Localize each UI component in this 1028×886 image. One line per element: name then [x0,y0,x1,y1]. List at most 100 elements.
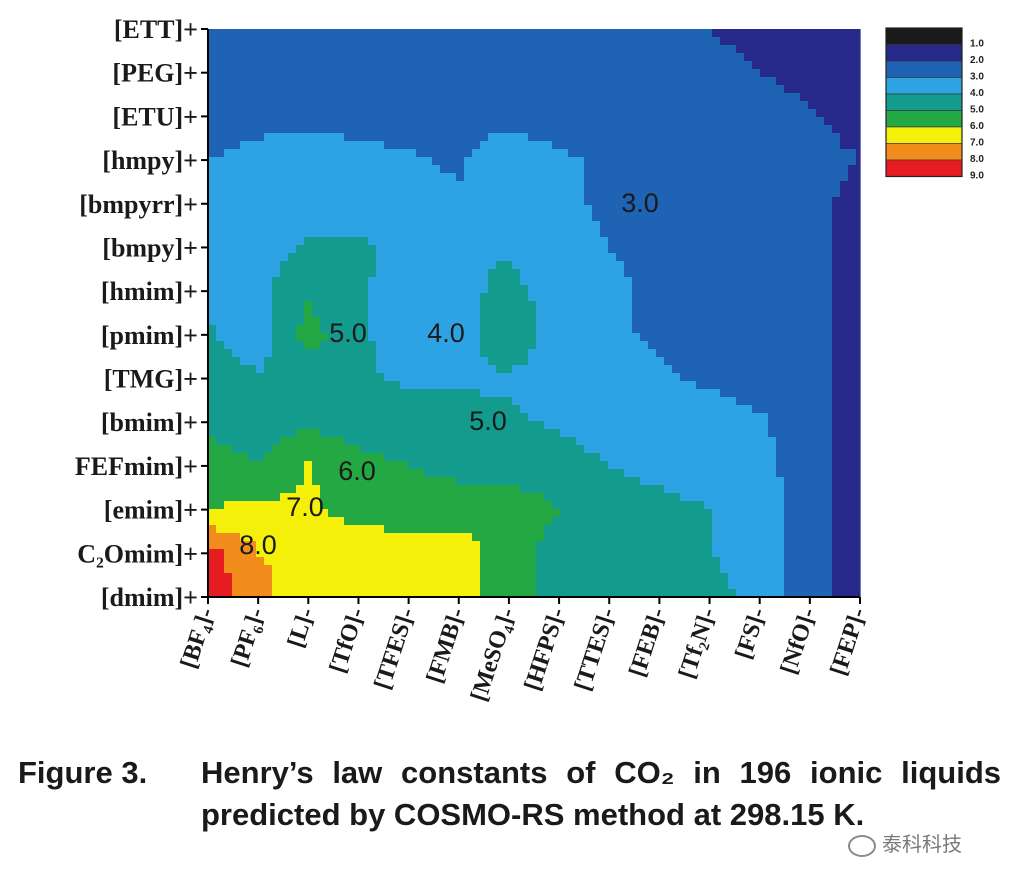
contour-cell [576,445,585,454]
contour-cell [512,245,521,254]
contour-cell [328,509,337,518]
contour-cell [536,493,545,502]
contour-cell [320,45,329,54]
contour-cell [704,381,713,390]
contour-cell [432,29,441,38]
contour-cell [384,45,393,54]
contour-cell [824,445,833,454]
contour-cell [784,245,793,254]
contour-cell [720,325,729,334]
contour-cell [224,317,233,326]
contour-cell [840,165,849,174]
contour-cell [448,53,457,62]
contour-cell [768,157,777,166]
contour-cell [296,349,305,358]
contour-cell [848,333,857,342]
contour-cell [592,45,601,54]
contour-cell [696,61,705,70]
contour-cell [824,37,833,46]
contour-cell [728,405,737,414]
contour-cell [520,349,529,358]
contour-cell [288,357,297,366]
contour-cell [232,333,241,342]
contour-cell [600,141,609,150]
contour-cell [400,453,409,462]
contour-cell [736,437,745,446]
contour-cell [336,141,345,150]
contour-cell [584,37,593,46]
contour-cell [240,205,249,214]
contour-cell [352,381,361,390]
contour-cell [472,69,481,78]
contour-cell [696,253,705,262]
contour-cell [424,93,433,102]
contour-cell [704,485,713,494]
contour-cell [328,445,337,454]
contour-cell [272,285,281,294]
contour-cell [576,101,585,110]
contour-cell [560,189,569,198]
contour-cell [440,149,449,158]
contour-cell [408,85,417,94]
contour-cell [216,53,225,62]
contour-cell [536,429,545,438]
contour-cell [328,77,337,86]
contour-cell [416,237,425,246]
contour-cell [720,141,729,150]
contour-cell [304,493,313,502]
contour-cell [592,317,601,326]
contour-cell [848,133,857,142]
contour-cell [528,421,537,430]
contour-cell [504,69,513,78]
contour-cell [288,181,297,190]
contour-cell [304,405,313,414]
contour-cell [224,509,233,518]
contour-cell [208,93,217,102]
contour-cell [768,253,777,262]
contour-cell [504,437,513,446]
contour-cell [768,461,777,470]
contour-cell [240,117,249,126]
contour-cell [400,397,409,406]
contour-cell [408,501,417,510]
contour-cell [728,429,737,438]
contour-cell [808,437,817,446]
contour-cell [432,357,441,366]
contour-cell [808,461,817,470]
contour-cell [856,117,861,126]
contour-cell [416,413,425,422]
contour-cell [296,229,305,238]
contour-cell [408,157,417,166]
contour-cell [248,389,257,398]
contour-cell [448,413,457,422]
contour-cell [584,501,593,510]
contour-cell [272,213,281,222]
contour-cell [480,445,489,454]
contour-cell [488,261,497,270]
contour-cell [320,133,329,142]
contour-cell [560,349,569,358]
contour-cell [616,205,625,214]
contour-cell [720,357,729,366]
contour-cell [520,397,529,406]
contour-cell [720,317,729,326]
contour-cell [688,205,697,214]
contour-cell [528,389,537,398]
contour-cell [336,237,345,246]
contour-cell [304,237,313,246]
contour-cell [728,469,737,478]
contour-cell [624,109,633,118]
contour-cell [624,189,633,198]
contour-cell [504,61,513,70]
contour-cell [840,133,849,142]
contour-cell [744,85,753,94]
contour-cell [312,397,321,406]
contour-cell [552,77,561,86]
contour-cell [760,493,769,502]
contour-cell [456,349,465,358]
contour-cell [760,29,769,38]
contour-cell [248,85,257,94]
contour-cell [224,277,233,286]
contour-cell [648,493,657,502]
contour-cell [368,61,377,70]
